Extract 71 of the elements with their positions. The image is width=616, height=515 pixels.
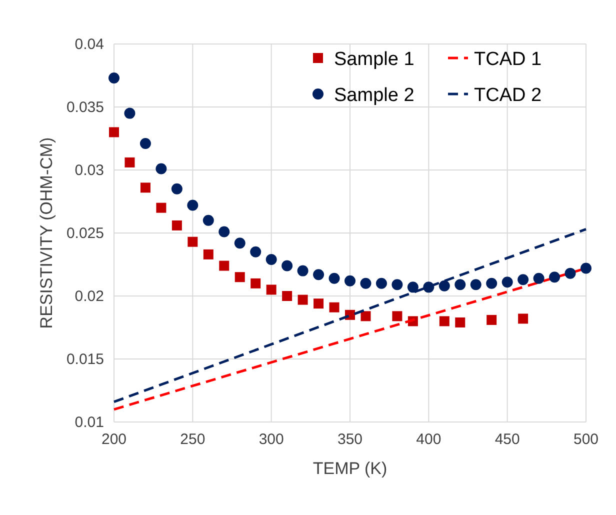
x-tick-label: 250	[180, 431, 206, 448]
point	[124, 157, 135, 168]
point	[470, 279, 482, 290]
point	[188, 236, 198, 247]
point	[140, 138, 151, 150]
point	[234, 272, 245, 282]
point	[266, 254, 277, 265]
point	[533, 272, 544, 284]
legend-label: Sample 2	[334, 85, 414, 106]
y-tick-label: 0.02	[74, 288, 104, 305]
y-axis-title: RESISTIVITY (OHM-CM)	[37, 137, 56, 329]
point	[266, 284, 276, 295]
point	[314, 298, 324, 309]
point	[172, 220, 182, 230]
point	[518, 274, 529, 286]
y-tick-label: 0.025	[66, 225, 104, 242]
point	[455, 317, 466, 328]
x-tick-label: 500	[573, 431, 599, 448]
point	[502, 276, 513, 288]
y-tick-label: 0.04	[74, 36, 104, 53]
point	[298, 294, 308, 305]
point	[360, 278, 372, 289]
point	[360, 311, 371, 322]
point	[124, 108, 136, 119]
point	[282, 260, 293, 272]
point	[439, 316, 450, 326]
y-tick-label: 0.03	[74, 162, 104, 179]
point	[250, 246, 262, 258]
point	[438, 280, 450, 292]
point	[202, 214, 214, 226]
point	[140, 182, 150, 193]
y-tick-label: 0.035	[66, 99, 104, 116]
point	[297, 265, 308, 276]
legend-label: TCAD 1	[474, 49, 542, 70]
point	[580, 262, 592, 274]
point	[187, 200, 198, 211]
point	[392, 279, 403, 290]
point	[234, 238, 246, 249]
point	[109, 127, 119, 138]
point	[407, 282, 418, 293]
point	[344, 275, 356, 286]
x-tick-label: 300	[258, 431, 284, 448]
point	[486, 314, 497, 325]
x-tick-label: 200	[101, 431, 127, 448]
point	[454, 279, 466, 290]
point	[218, 226, 230, 238]
point	[329, 302, 340, 312]
point	[171, 183, 182, 194]
point	[518, 314, 528, 324]
x-tick-label: 350	[337, 431, 363, 448]
legend-label: TCAD 2	[474, 85, 542, 106]
point	[108, 72, 120, 84]
point	[203, 249, 214, 260]
point	[313, 269, 324, 280]
point	[549, 272, 560, 283]
point	[282, 291, 292, 301]
x-axis-title: TEMP (K)	[312, 459, 388, 478]
y-tick-label: 0.01	[74, 414, 104, 431]
point	[392, 311, 402, 322]
point	[156, 163, 167, 174]
point	[564, 268, 576, 279]
point	[219, 260, 230, 271]
point	[376, 278, 387, 289]
point	[156, 202, 166, 213]
x-tick-label: 400	[416, 431, 442, 448]
y-tick-label: 0.015	[66, 351, 104, 368]
point	[486, 278, 498, 289]
legend-label: Sample 1	[334, 49, 414, 70]
point	[250, 278, 261, 288]
point	[328, 272, 340, 284]
x-tick-label: 450	[494, 431, 520, 448]
